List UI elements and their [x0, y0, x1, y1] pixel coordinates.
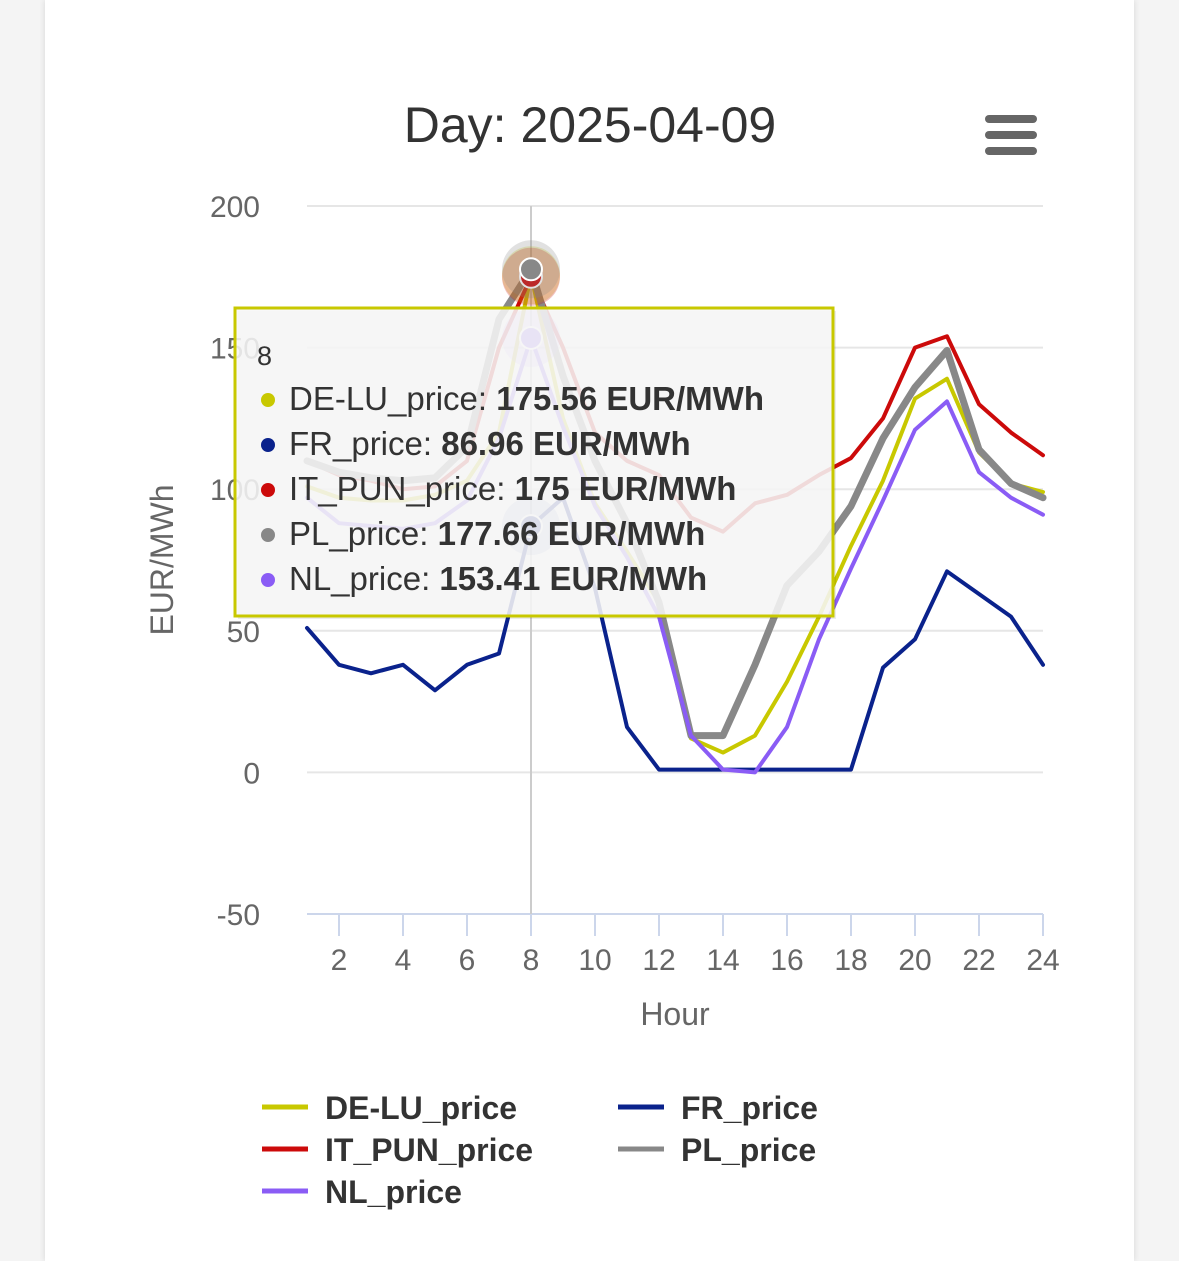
- tooltip-value: 153.41 EUR/MWh: [439, 560, 707, 597]
- legend-item-NL_price[interactable]: NL_price: [262, 1174, 462, 1210]
- legend-label: NL_price: [325, 1174, 462, 1210]
- x-tick-label: 18: [834, 944, 867, 977]
- tooltip-header: 8: [257, 341, 272, 371]
- x-axis: 2 4 6 8 10 12 14 16 18 20 22 24: [331, 914, 1060, 977]
- legend-label: PL_price: [681, 1132, 816, 1168]
- legend-item-PL_price[interactable]: PL_price: [618, 1132, 816, 1168]
- legend-item-IT_PUN_price[interactable]: IT_PUN_price: [262, 1132, 533, 1168]
- tooltip-row: PL_price: 177.66 EUR/MWh: [289, 515, 705, 552]
- tooltip-label: DE-LU_price:: [289, 380, 496, 417]
- tooltip-label: IT_PUN_price:: [289, 470, 515, 507]
- tooltip-value: 175.56 EUR/MWh: [496, 380, 764, 417]
- hamburger-menu-icon: [985, 115, 1037, 155]
- menu-button[interactable]: [985, 113, 1037, 157]
- x-tick-label: 4: [395, 944, 412, 977]
- chart-title: Day: 2025-04-09: [404, 97, 776, 153]
- y-axis-title: EUR/MWh: [144, 484, 180, 635]
- tooltip-label: PL_price:: [289, 515, 438, 552]
- x-tick-label: 8: [523, 944, 540, 977]
- series-line-FR_price: [305, 495, 1045, 772]
- chart-svg: Day: 2025-04-09 -50050100150200 24681012…: [144, 97, 1060, 1210]
- hover-point-PL_price: [519, 257, 543, 282]
- legend-label: IT_PUN_price: [325, 1132, 533, 1168]
- x-tick-label: 22: [962, 944, 995, 977]
- tooltip-value: 177.66 EUR/MWh: [438, 515, 706, 552]
- x-tick-label: 20: [898, 944, 931, 977]
- tooltip-dot: [261, 573, 275, 587]
- tooltip-box: [233, 306, 835, 618]
- tooltip-label: FR_price:: [289, 425, 441, 462]
- x-tick-label: 6: [459, 944, 476, 977]
- tooltip-value: 175 EUR/MWh: [515, 470, 737, 507]
- tooltip: 8 DE-LU_price: 175.56 EUR/MWh FR_price: 86…: [233, 306, 836, 619]
- tooltip-row: NL_price: 153.41 EUR/MWh: [289, 560, 707, 597]
- legend: DE-LU_price FR_price IT_PUN_price PL_price N…: [262, 1090, 818, 1210]
- legend-item-DE-LU_price[interactable]: DE-LU_price: [262, 1090, 517, 1126]
- tooltip-dot: [261, 438, 275, 452]
- y-tick-label: -50: [217, 899, 260, 932]
- x-tick-label: 10: [578, 944, 611, 977]
- x-tick-label: 24: [1026, 944, 1059, 977]
- tooltip-value: 86.96 EUR/MWh: [441, 425, 690, 462]
- x-tick-label: 14: [706, 944, 739, 977]
- y-tick-label: 50: [227, 616, 260, 649]
- y-tick-label: 0: [243, 757, 260, 790]
- tooltip-dot: [261, 528, 275, 542]
- tooltip-row: IT_PUN_price: 175 EUR/MWh: [289, 470, 736, 507]
- tooltip-dot: [261, 483, 275, 497]
- x-tick-label: 2: [331, 944, 348, 977]
- tooltip-row: DE-LU_price: 175.56 EUR/MWh: [289, 380, 764, 417]
- tooltip-row: FR_price: 86.96 EUR/MWh: [289, 425, 691, 462]
- x-tick-label: 16: [770, 944, 803, 977]
- legend-label: FR_price: [681, 1090, 818, 1126]
- chart-card: Day: 2025-04-09 -50050100150200 24681012…: [45, 0, 1134, 1261]
- legend-item-FR_price[interactable]: FR_price: [618, 1090, 818, 1126]
- x-tick-label: 12: [642, 944, 675, 977]
- y-tick-label: 200: [210, 191, 260, 224]
- tooltip-label: NL_price:: [289, 560, 439, 597]
- x-axis-title: Hour: [640, 996, 710, 1032]
- legend-label: DE-LU_price: [325, 1090, 517, 1126]
- tooltip-dot: [261, 393, 275, 407]
